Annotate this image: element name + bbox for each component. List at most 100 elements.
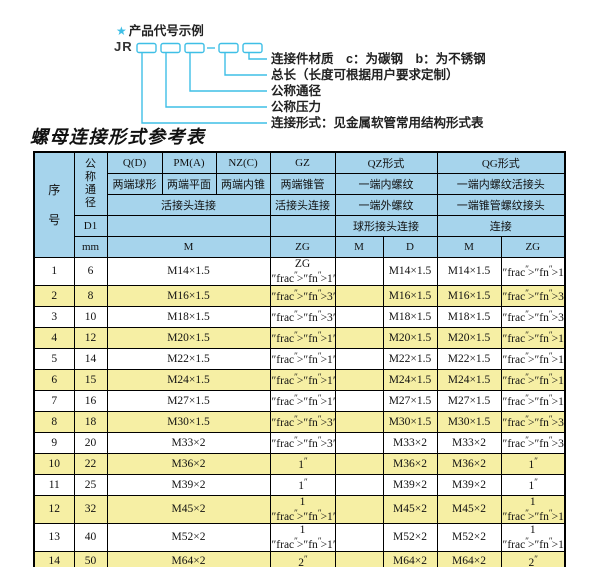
cell-gz: ″frac″>″fn″>1″fd″>2″ (269, 389, 336, 412)
cell-qz-m (334, 494, 384, 524)
cell-qz-d: M16×1.5 (382, 284, 438, 307)
cell-seq: 1 (33, 256, 75, 286)
cell-gz: 2″ (269, 550, 336, 567)
cell-dn: 25 (73, 473, 108, 496)
cell-qg-zg: 1 ″frac″>″fn″>1″fd″>2″ (500, 522, 566, 552)
cell-qg-m: M20×1.5 (436, 326, 502, 349)
cell-qz-d: M27×1.5 (382, 389, 438, 412)
header-q-sub: 两端球形 (106, 172, 163, 195)
table-title: 螺母连接形式参考表 (30, 127, 206, 148)
cell-dn: 14 (73, 347, 108, 370)
cell-gz: 1 ″frac″>″fn″>1″fd″>2″ (269, 522, 336, 552)
cell-m: M18×1.5 (106, 305, 271, 328)
header-pm-sub: 两端平面 (161, 172, 217, 195)
cell-qg-zg: ″frac″>″fn″>1″fd″>2″ (500, 389, 566, 412)
header-empty-mid (106, 214, 271, 237)
cell-gz: ″frac″>″fn″>1″fd″>2″ (269, 347, 336, 370)
cell-qg-m: M16×1.5 (436, 284, 502, 307)
cell-qz-d: M36×2 (382, 452, 438, 475)
header-gz-sub: 两端锥管 (269, 172, 336, 195)
table-row: 920M33×2″frac″>″fn″>3″fd″>4″M33×2M33×2″f… (33, 431, 566, 454)
cell-qz-m (334, 368, 384, 391)
cell-qz-m (334, 326, 384, 349)
product-code-diagram: ★ 产品代号示例 JR 连接件材质 c：为碳钢 b：为不锈钢 总长（长度可根据用户… (0, 0, 600, 150)
cell-seq: 11 (33, 473, 75, 496)
cell-qz-m (334, 473, 384, 496)
header-dn: 公称通径 (73, 151, 108, 216)
connector-line-pressure (165, 52, 267, 108)
cell-dn: 8 (73, 284, 108, 307)
cell-qz-d: M45×2 (382, 494, 438, 524)
cell-m: M27×1.5 (106, 389, 271, 412)
header-gz-conn: 活接头连接 (269, 193, 336, 216)
table-row: 11 25 M39×2 1″ M39×2 M39×2 1″ (33, 473, 566, 496)
cell-seq: 7 (33, 389, 75, 412)
header-row-3: 活接头连接 活接头连接 一端外螺纹 一端锥管螺纹接头 (34, 193, 566, 216)
cell-gz: ″frac″>″fn″>3″fd″>8″ (269, 305, 336, 328)
cell-seq: 8 (33, 410, 75, 433)
cell-dn: 22 (73, 452, 108, 475)
cell-qz-d: M20×1.5 (382, 326, 438, 349)
header-qz-conn: 球形接头连接 (334, 214, 438, 237)
cell-gz: ″frac″>″fn″>1″fd″>2″ (269, 326, 336, 349)
connector-line-diameter (189, 52, 267, 92)
code-box-5 (242, 42, 263, 54)
cell-dn: 12 (73, 326, 108, 349)
cell-gz: 1″ (269, 452, 336, 475)
header-row-2: 两端球形 两端平面 两端内锥 两端锥管 一端内螺纹 一端内螺纹活接头 (34, 172, 566, 195)
cell-qz-m (334, 305, 384, 328)
cell-seq: 4 (33, 326, 75, 349)
header-nz-sub: 两端内锥 (215, 172, 271, 195)
header-qg-sub1: 一端内螺纹活接头 (436, 172, 566, 195)
table-row: 28M16×1.5″frac″>″fn″>3″fd″>8″M16×1.5M16×… (33, 284, 566, 307)
cell-qg-zg: ″frac″>″fn″>1″fd″>4″ (500, 256, 566, 286)
table-row: 412M20×1.5″frac″>″fn″>1″fd″>2″M20×1.5M20… (33, 326, 566, 349)
header-m-main: M (106, 235, 271, 258)
header-qz-sub2: 一端外螺纹 (334, 193, 438, 216)
cell-dn: 18 (73, 410, 108, 433)
cell-gz: ″frac″>″fn″>1″fd″>2″ (269, 368, 336, 391)
cell-m: M20×1.5 (106, 326, 271, 349)
cell-dn: 32 (73, 494, 108, 524)
code-box-4 (218, 42, 239, 54)
cell-qz-m (334, 389, 384, 412)
cell-qg-m: M64×2 (436, 550, 502, 567)
header-mm: mm (73, 235, 108, 258)
cell-m: M52×2 (106, 522, 271, 552)
cell-seq: 5 (33, 347, 75, 370)
cell-seq: 6 (33, 368, 75, 391)
cell-dn: 50 (73, 550, 108, 567)
cell-m: M16×1.5 (106, 284, 271, 307)
cell-seq: 12 (33, 494, 75, 524)
cell-qg-zg: ″frac″>″fn″>1″fd″>2″ (500, 347, 566, 370)
cell-qg-zg: 2″ (500, 550, 566, 567)
cell-qz-m (334, 284, 384, 307)
cell-seq: 13 (33, 522, 75, 552)
cell-qz-m (334, 550, 384, 567)
cell-seq: 10 (33, 452, 75, 475)
cell-dn: 10 (73, 305, 108, 328)
code-box-2 (160, 42, 181, 54)
cell-seq: 2 (33, 284, 75, 307)
label-material: 连接件材质 c：为碳钢 b：为不锈钢 (271, 52, 486, 66)
cell-qz-d: M33×2 (382, 431, 438, 454)
cell-qz-d: M64×2 (382, 550, 438, 567)
header-qz-sub1: 一端内螺纹 (334, 172, 438, 195)
cell-qg-m: M22×1.5 (436, 347, 502, 370)
cell-gz: ZG ″frac″>″fn″>1″fd″>4″ (269, 256, 336, 286)
cell-qz-m (334, 431, 384, 454)
cell-m: M39×2 (106, 473, 271, 496)
cell-qz-d: M18×1.5 (382, 305, 438, 328)
cell-seq: 14 (33, 550, 75, 567)
table-row: 818M30×1.5″frac″>″fn″>3″fd″>4″M30×1.5M30… (33, 410, 566, 433)
connector-line-form (141, 52, 267, 124)
cell-qg-m: M39×2 (436, 473, 502, 496)
header-qg-conn: 连接 (436, 214, 566, 237)
cell-qz-d: M14×1.5 (382, 256, 438, 286)
cell-qg-zg: 1″ (500, 452, 566, 475)
header-qz-d: D (382, 235, 438, 258)
cell-qz-d: M22×1.5 (382, 347, 438, 370)
connector-line-length (224, 52, 267, 76)
